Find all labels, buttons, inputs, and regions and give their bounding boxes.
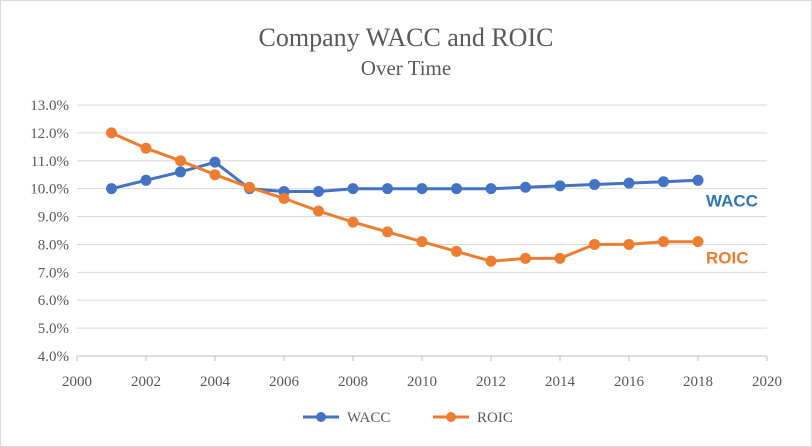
data-point-roic (140, 142, 152, 154)
legend-marker-roic (446, 412, 456, 422)
x-tick-label: 2014 (545, 374, 576, 390)
data-point-roic (451, 245, 462, 257)
data-point-roic (658, 236, 669, 248)
y-tick-label: 11.0% (31, 154, 69, 170)
data-point-wacc (623, 177, 635, 189)
data-point-roic (278, 192, 290, 204)
y-tick-label: 10.0% (30, 182, 69, 198)
data-point-wacc (520, 181, 531, 193)
x-tick-label: 2000 (62, 374, 92, 390)
data-point-wacc (416, 183, 428, 195)
data-point-roic (554, 252, 566, 264)
x-tick-label: 2016 (614, 374, 645, 390)
data-point-wacc (451, 183, 462, 195)
y-tick-label: 6.0% (38, 293, 69, 309)
data-point-wacc (589, 178, 600, 190)
data-point-roic (692, 236, 704, 248)
data-point-roic (244, 181, 255, 193)
legend-entry-roic: ROIC (477, 410, 513, 426)
data-point-roic (175, 155, 186, 167)
x-tick-label: 2008 (338, 374, 368, 390)
data-point-roic (623, 238, 635, 250)
data-point-wacc (175, 166, 186, 178)
y-tick-label: 13.0% (30, 98, 69, 114)
data-point-wacc (209, 156, 221, 168)
chart-title: Company WACC and ROIC (259, 23, 554, 52)
data-point-roic (416, 236, 428, 248)
chart-subtitle: Over Time (361, 56, 451, 80)
gridlines (77, 104, 767, 329)
legend: WACC ROIC (303, 410, 513, 426)
data-point-wacc (347, 183, 359, 195)
x-tick-label: 2010 (407, 374, 437, 390)
data-point-wacc (313, 185, 324, 197)
data-point-roic (106, 127, 117, 139)
series-line-roic (110, 131, 698, 263)
legend-marker-wacc (316, 412, 326, 422)
data-point-roic (209, 169, 221, 181)
x-tick-label: 2020 (752, 374, 782, 390)
data-point-roic (589, 238, 600, 250)
series-end-label-wacc: WACC (706, 191, 758, 210)
data-point-roic (520, 252, 531, 264)
data-point-wacc (382, 183, 393, 195)
y-tick-label: 5.0% (38, 321, 69, 337)
data-point-wacc (140, 174, 152, 186)
x-tick-label: 2018 (683, 374, 713, 390)
data-point-wacc (692, 174, 704, 186)
y-tick-label: 4.0% (38, 349, 69, 365)
axes: 4.0% 5.0% 6.0% 7.0% 8.0% 9.0% 10.0% 11.0% 12.0% 1… (30, 98, 782, 390)
x-tick-label: 2006 (269, 374, 300, 390)
data-point-roic (485, 255, 497, 267)
y-tick-label: 9.0% (38, 210, 69, 226)
data-point-wacc (554, 180, 566, 192)
y-tick-label: 12.0% (30, 126, 69, 142)
y-tick-label: 8.0% (38, 237, 69, 253)
y-tick-label: 7.0% (38, 265, 69, 281)
series-end-label-roic: ROIC (706, 249, 749, 268)
data-point-roic (313, 205, 324, 217)
data-point-roic (382, 226, 393, 238)
data-point-wacc (485, 183, 497, 195)
data-point-roic (347, 216, 359, 228)
x-tick-label: 2012 (476, 374, 506, 390)
x-tick-label: 2002 (131, 374, 161, 390)
data-point-wacc (658, 176, 669, 188)
legend-entry-wacc: WACC (347, 410, 390, 426)
series-line-wacc (111, 160, 699, 193)
data-point-wacc (106, 183, 117, 195)
x-tick-label: 2004 (200, 374, 231, 390)
series-group: WACC ROIC (106, 127, 758, 268)
